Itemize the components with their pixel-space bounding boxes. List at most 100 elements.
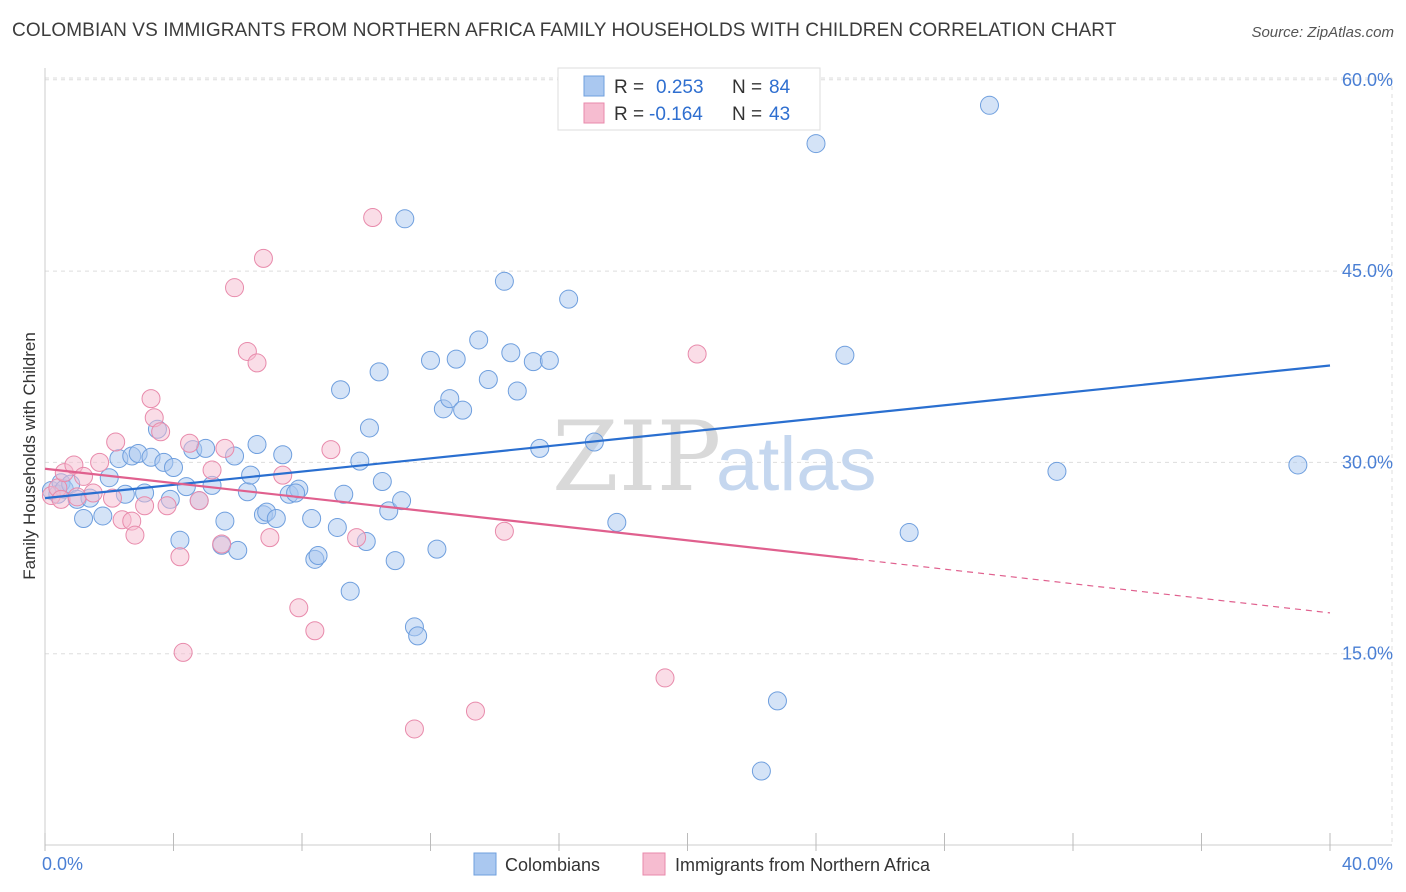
- immigrants-point: [212, 534, 232, 554]
- legend-n-value-2: 43: [769, 104, 790, 125]
- immigrants-point: [253, 248, 273, 268]
- colombians-point: [372, 472, 392, 492]
- y-tick-label: 45.0%: [1342, 261, 1393, 281]
- colombians-point: [176, 477, 196, 497]
- legend-box: R = 0.253 N = 84 R = -0.164 N = 43: [557, 67, 821, 131]
- colombians-point: [478, 370, 498, 390]
- immigrants-point: [202, 460, 222, 480]
- colombians-point: [835, 345, 855, 365]
- colombians-point: [334, 484, 354, 504]
- colombians-point: [523, 352, 543, 372]
- immigrants-point: [687, 344, 707, 364]
- colombians-point: [751, 761, 771, 781]
- colombians-point: [507, 381, 527, 401]
- colombians-point: [93, 506, 113, 526]
- x-tick-label-max: 40.0%: [1342, 854, 1393, 874]
- colombians-point: [247, 435, 267, 455]
- immigrants-point: [170, 547, 190, 567]
- y-tick-label: 15.0%: [1342, 644, 1393, 664]
- colombians-point: [273, 445, 293, 465]
- colombians-point: [806, 134, 826, 154]
- colombians-point: [607, 512, 627, 532]
- immigrants-point: [67, 487, 87, 507]
- immigrants-trend-extension: [857, 558, 1331, 614]
- colombians-point: [215, 511, 235, 531]
- colombians-point: [1047, 461, 1067, 481]
- immigrants-point: [157, 496, 177, 516]
- immigrants-point: [215, 438, 235, 458]
- colombians-point: [392, 491, 412, 511]
- colombians-point: [228, 540, 248, 560]
- colombians-point: [559, 289, 579, 309]
- source-label: Source: ZipAtlas.com: [1251, 24, 1394, 41]
- immigrants-point: [173, 642, 193, 662]
- colombians-point: [340, 581, 360, 601]
- immigrants-point: [260, 528, 280, 548]
- immigrants-point: [465, 701, 485, 721]
- colombians-point: [453, 400, 473, 420]
- bottom-legend: Colombians Immigrants from Northern Afri…: [473, 852, 931, 876]
- y-axis-label: Family Households with Children: [20, 332, 39, 580]
- trend-lines: [44, 364, 1331, 614]
- colombians-point: [469, 330, 489, 350]
- colombians-point: [170, 530, 190, 550]
- colombians-point: [899, 523, 919, 543]
- immigrants-point: [247, 353, 267, 373]
- colombians-point: [421, 350, 440, 370]
- colombians-point: [446, 349, 466, 369]
- colombians-point: [427, 539, 447, 559]
- immigrants-point: [189, 491, 209, 511]
- immigrants-point: [305, 621, 325, 641]
- legend-swatch-blue: [583, 75, 605, 97]
- immigrants-point: [494, 521, 514, 541]
- colombians-point: [302, 509, 322, 529]
- colombians-trend-line: [44, 364, 1331, 500]
- immigrants-point: [141, 389, 161, 409]
- immigrants-point: [225, 278, 245, 298]
- colombians-point: [74, 509, 94, 529]
- legend-n-label-2: N =: [732, 104, 762, 125]
- colombians-point: [350, 451, 370, 471]
- immigrants-point: [90, 452, 110, 472]
- colombians-point: [767, 691, 787, 711]
- axes: [44, 68, 1392, 851]
- bottom-legend-colombians: Colombians: [505, 855, 600, 875]
- legend-swatch-pink: [583, 102, 605, 124]
- watermark-atlas: atlas: [716, 422, 877, 507]
- immigrants-point: [363, 208, 383, 228]
- y-tick-label: 60.0%: [1342, 70, 1393, 90]
- immigrants-point: [151, 422, 171, 442]
- immigrants-trend-line: [44, 467, 858, 561]
- colombians-point: [440, 389, 460, 409]
- immigrants-point: [321, 440, 341, 460]
- colombians-point: [395, 209, 415, 229]
- watermark-zip: ZIP: [552, 401, 721, 513]
- legend-r-label-1: R =: [614, 77, 644, 98]
- colombians-point: [266, 509, 286, 529]
- immigrants-point: [135, 496, 155, 516]
- legend-r-value-1: 0.253: [656, 77, 704, 98]
- immigrants-point: [125, 525, 145, 545]
- colombians-point: [369, 362, 389, 382]
- y-tick-label: 30.0%: [1342, 452, 1393, 472]
- colombians-point: [327, 517, 347, 537]
- colombians-point: [408, 626, 428, 646]
- bottom-legend-swatch-pink: [642, 852, 666, 876]
- legend-r-value-2: -0.164: [649, 104, 703, 125]
- immigrants-point: [347, 528, 367, 548]
- legend-r-label-2: R =: [614, 104, 644, 125]
- colombians-point: [359, 418, 379, 438]
- colombians-point: [196, 438, 216, 458]
- immigrants-point: [404, 719, 424, 739]
- immigrants-points: [41, 208, 707, 739]
- colombians-point: [494, 271, 514, 291]
- colombians-point: [308, 545, 328, 565]
- immigrants-point: [102, 488, 122, 508]
- x-tick-label-min: 0.0%: [42, 854, 83, 874]
- colombians-point: [331, 380, 351, 400]
- bottom-legend-swatch-blue: [473, 852, 497, 876]
- colombians-point: [979, 95, 999, 115]
- colombians-point: [539, 350, 559, 370]
- legend-n-value-1: 84: [769, 77, 791, 98]
